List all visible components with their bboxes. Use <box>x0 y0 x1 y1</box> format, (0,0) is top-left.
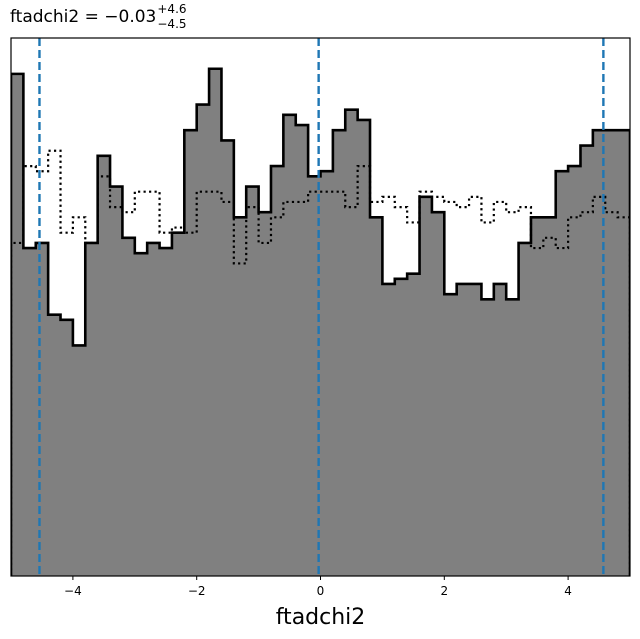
histogram-bar <box>233 217 247 576</box>
histogram-bar <box>419 196 433 576</box>
title-base: ftadchi2 = −0.03 <box>10 7 156 27</box>
histogram-bar <box>493 283 507 576</box>
histogram-bar <box>431 212 445 576</box>
histogram-bar <box>580 145 594 576</box>
x-tick-label: −2 <box>188 584 206 598</box>
histogram-outline <box>11 67 630 576</box>
histogram-bars <box>11 68 630 576</box>
histogram-bar <box>196 104 210 576</box>
histogram-bar <box>72 345 86 576</box>
histogram-bar <box>295 125 309 576</box>
histogram-bar <box>568 166 581 576</box>
histogram-bar <box>407 273 420 576</box>
histogram-bar <box>48 314 61 576</box>
histogram-bar <box>171 232 185 576</box>
histogram-bar <box>320 171 334 576</box>
histogram-bar <box>394 278 408 576</box>
histogram-bar <box>184 130 198 576</box>
histogram-bar <box>11 73 24 576</box>
histogram-bar <box>270 166 284 576</box>
histogram-bar <box>543 217 557 576</box>
histogram-bar <box>246 186 259 576</box>
histogram-bar <box>258 212 272 576</box>
title-upper-error: +4.6 <box>157 2 186 16</box>
histogram-bar <box>122 237 136 576</box>
histogram-bar <box>530 217 544 576</box>
histogram-bar <box>147 242 160 576</box>
histogram-bar <box>332 130 346 576</box>
x-axis: −4 −2 0 2 4 <box>64 576 572 598</box>
histogram-bar <box>481 299 495 576</box>
histogram-bar <box>97 155 111 576</box>
histogram-bar <box>469 283 482 576</box>
histogram-bar <box>444 294 458 576</box>
histogram-bar <box>345 109 359 576</box>
histogram-bar <box>85 242 99 576</box>
histogram-bar <box>283 114 297 576</box>
chart-title: ftadchi2 = −0.03 +4.6 −4.5 <box>10 2 187 31</box>
histogram-bar <box>60 319 74 576</box>
reference-histogram-dotted <box>11 149 630 576</box>
histogram-bar <box>110 186 123 576</box>
histogram-bar <box>159 248 173 576</box>
plot-area <box>11 38 630 576</box>
x-tick-label: −4 <box>64 584 82 598</box>
histogram-bar <box>221 140 235 576</box>
x-tick-label: 0 <box>317 584 325 598</box>
histogram-bar <box>506 299 519 576</box>
x-axis-label: ftadchi2 <box>276 605 366 630</box>
x-tick-label: 2 <box>440 584 448 598</box>
svg-text:ftadchi2 = −0.03: ftadchi2 = −0.03 <box>10 7 156 27</box>
histogram-bar <box>605 130 619 576</box>
histogram-bar <box>134 253 148 576</box>
histogram-bar <box>357 119 371 576</box>
histogram-bar <box>382 283 396 576</box>
x-tick-label: 4 <box>564 584 572 598</box>
histogram-bar <box>555 171 569 576</box>
histogram-bar <box>617 130 630 576</box>
histogram-bar <box>23 248 37 576</box>
histogram-bar <box>456 283 470 576</box>
title-lower-error: −4.5 <box>157 17 186 31</box>
histogram-bar <box>209 68 222 576</box>
histogram-bar <box>35 242 49 576</box>
histogram-bar <box>370 217 383 576</box>
histogram-bar <box>518 242 532 576</box>
